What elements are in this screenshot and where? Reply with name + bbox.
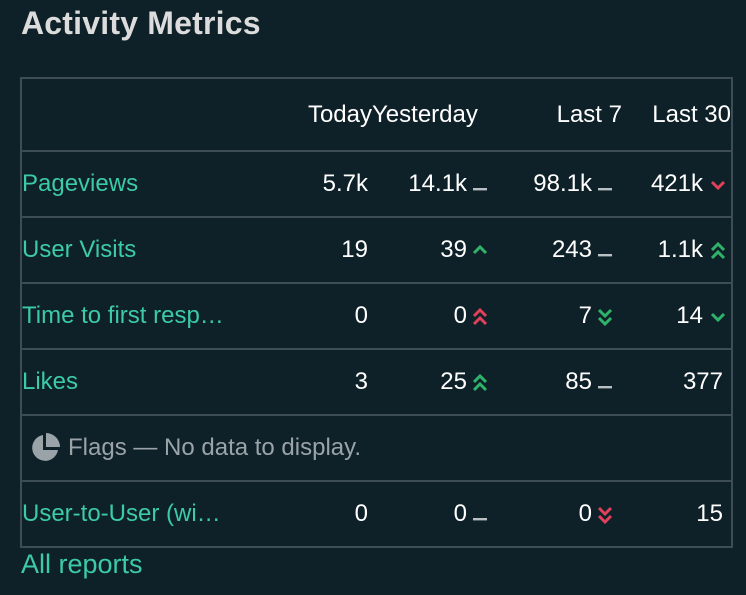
header-last-30: Last 30 [622,77,733,152]
neutral-dash-icon [467,173,497,197]
metric-link-time-to-first-response[interactable]: Time to first resp… [20,282,288,350]
double-chevron-up-green-icon [467,371,497,395]
double-chevron-down-red-icon [592,503,622,527]
panel-title: Activity Metrics [21,5,261,41]
header-last-7: Last 7 [497,77,622,152]
metric-link-user-visits[interactable]: User Visits [20,216,288,284]
table-row: User-to-User (wi… 0 0 0 15 [20,480,733,548]
yesterday-value: 0 [372,480,497,548]
yesterday-value: 0 [372,282,497,350]
neutral-dash-icon [592,173,622,197]
yesterday-value: 39 [372,216,497,284]
last-7-value: 243 [497,216,622,284]
table-row: Time to first resp… 0 0 7 14 [20,282,733,350]
double-chevron-up-green-icon [703,239,730,263]
chevron-up-green-icon [467,239,497,263]
header-yesterday: Yesterday [372,77,497,152]
last-30-value: 377 [622,348,733,416]
chevron-down-red-icon [703,173,730,197]
last-30-value: 15 [622,480,733,548]
table-row: User Visits 19 39 243 1.1k [20,216,733,284]
all-reports-link[interactable]: All reports [21,549,143,579]
pie-chart-icon [32,433,60,461]
today-value: 5.7k [288,150,372,218]
flags-empty-cell: Flags — No data to display. [20,414,733,482]
yesterday-value: 14.1k [372,150,497,218]
header-label-column [20,77,288,152]
today-value: 0 [288,282,372,350]
last-7-value: 0 [497,480,622,548]
table-row: Likes 3 25 85 377 [20,348,733,416]
last-7-value: 98.1k [497,150,622,218]
flags-empty-message: Flags — No data to display. [68,434,362,461]
last-7-value: 7 [497,282,622,350]
metrics-table: Today Yesterday Last 7 Last 30 Pageviews… [20,77,733,548]
last-30-value: 1.1k [622,216,733,284]
last-30-value: 14 [622,282,733,350]
last-30-value: 421k [622,150,733,218]
metric-link-pageviews[interactable]: Pageviews [20,150,288,218]
neutral-dash-icon [592,371,622,395]
metric-link-likes[interactable]: Likes [20,348,288,416]
today-value: 3 [288,348,372,416]
table-row: Pageviews 5.7k 14.1k 98.1k 421k [20,150,733,218]
table-header-row: Today Yesterday Last 7 Last 30 [20,77,733,152]
header-today: Today [288,77,372,152]
chevron-down-green-icon [703,305,730,329]
last-7-value: 85 [497,348,622,416]
yesterday-value: 25 [372,348,497,416]
double-chevron-down-green-icon [592,305,622,329]
table-row-flags: Flags — No data to display. [20,414,733,482]
today-value: 19 [288,216,372,284]
metric-link-user-to-user[interactable]: User-to-User (wi… [20,480,288,548]
today-value: 0 [288,480,372,548]
double-chevron-up-red-icon [467,305,497,329]
neutral-dash-icon [467,503,497,527]
neutral-dash-icon [592,239,622,263]
